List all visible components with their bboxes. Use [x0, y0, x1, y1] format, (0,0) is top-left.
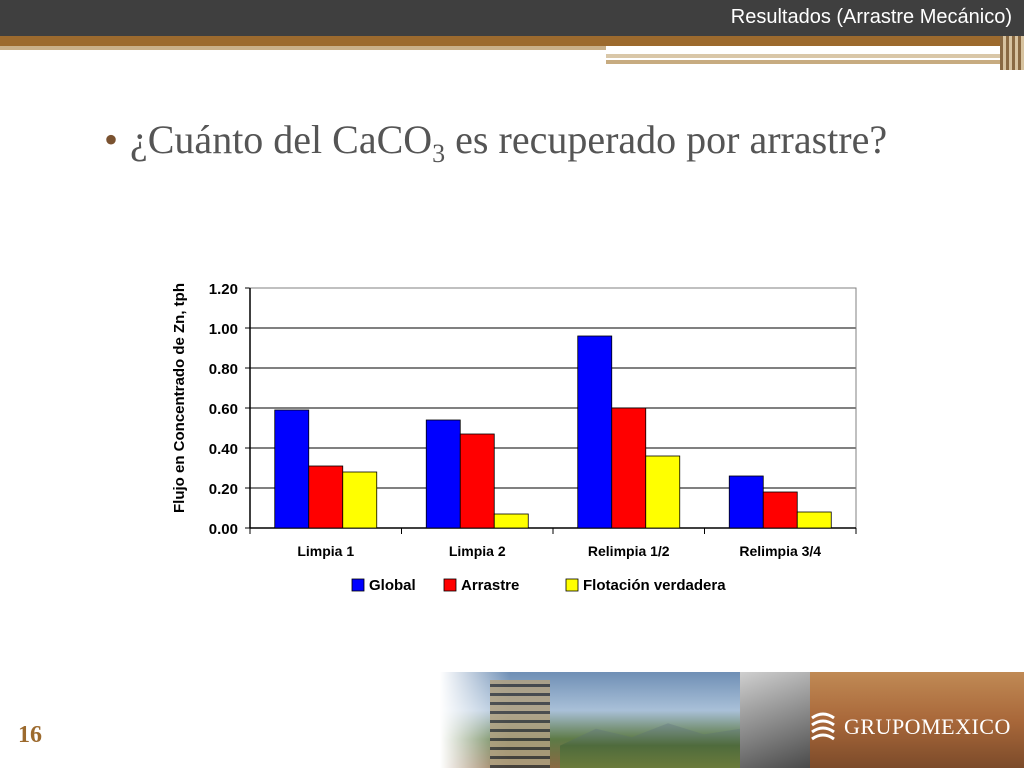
legend-swatch: [565, 578, 579, 592]
y-tick-label: 0.20: [209, 481, 238, 498]
bar-chart: 0.00 0.20 0.40 0.60 0.80 1.00 1.20 Limpia 1 Limp…: [171, 281, 857, 594]
legend-label: Flotación verdadera: [583, 577, 726, 594]
x-tick-label: Limpia 2: [449, 543, 506, 559]
x-tick-label: Limpia 1: [297, 543, 354, 559]
bar-global: [577, 335, 613, 529]
bar-flotaci-n-verdadera: [493, 513, 529, 529]
bullet-icon: •: [104, 117, 119, 162]
footer-photo-strip: [440, 672, 1024, 768]
bar-global: [274, 409, 310, 529]
bar-global: [728, 475, 764, 529]
bar-arrastre: [611, 407, 647, 529]
header-corner-decoration: [1000, 36, 1024, 70]
bar-flotaci-n-verdadera: [796, 511, 832, 529]
landscape-image: [560, 723, 740, 768]
company-logo: GRUPOMEXICO: [808, 710, 1011, 744]
bar-arrastre: [308, 465, 344, 529]
y-tick-label: 0.80: [209, 361, 238, 378]
y-tick-label: 1.20: [209, 281, 238, 298]
page-number: 16: [18, 722, 42, 748]
y-tick-label: 1.00: [209, 321, 238, 338]
bullet-subscript: 3: [432, 139, 446, 168]
bar-global: [425, 419, 461, 529]
header-accent-stripe: [0, 36, 1024, 46]
logo-text: GRUPOMEXICO: [844, 714, 1011, 739]
slide-section-title: Resultados (Arrastre Mecánico): [730, 6, 1012, 28]
legend-swatch: [443, 578, 457, 592]
legend-label: Arrastre: [461, 577, 519, 594]
header-bar: [0, 0, 1024, 36]
bar-arrastre: [762, 491, 798, 529]
y-axis-label: Flujo en Concentrado de Zn, tph: [171, 283, 188, 513]
logo-mark-icon: [811, 712, 835, 741]
plot-area: 0.00 0.20 0.40 0.60 0.80 1.00 1.20 Limpia 1 Limp…: [209, 281, 857, 594]
y-tick-label: 0.60: [209, 401, 238, 418]
drilling-rig-image: [490, 680, 550, 768]
bullet-text-before: ¿Cuánto del CaCO: [130, 117, 433, 162]
y-tick-label: 0.40: [209, 441, 238, 458]
header-right-stripes: [606, 46, 1024, 70]
y-tick-label: 0.00: [209, 521, 238, 538]
worker-image: [740, 672, 810, 768]
x-tick-label: Relimpia 3/4: [739, 543, 821, 559]
header-thin-stripe: [0, 46, 606, 50]
legend-label: Global: [369, 577, 416, 594]
bar-arrastre: [459, 433, 495, 529]
open-pit-mine-image: [810, 672, 1024, 768]
x-tick-label: Relimpia 1/2: [588, 543, 670, 559]
legend-swatch: [351, 578, 365, 592]
bullet-text-after: es recuperado por arrastre?: [445, 117, 888, 162]
bar-flotaci-n-verdadera: [645, 455, 681, 529]
bullet-question: ¿Cuánto del CaCO3 es recuperado por arra…: [130, 112, 890, 182]
bar-flotaci-n-verdadera: [342, 471, 378, 529]
